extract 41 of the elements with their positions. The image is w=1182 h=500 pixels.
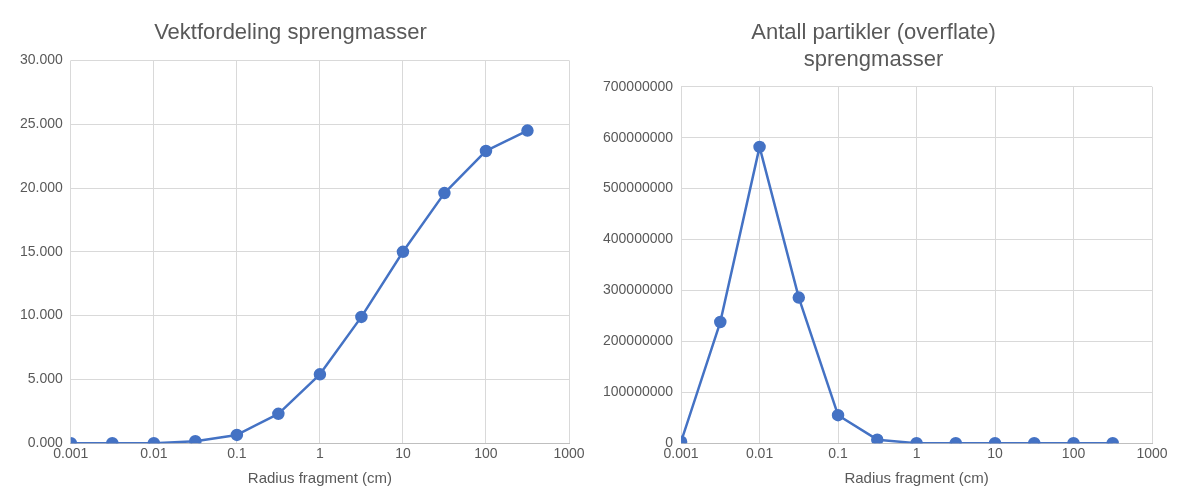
x-tick-label: 0.1: [828, 445, 848, 462]
x-tick-label: 0.01: [745, 445, 774, 462]
y-tick-label: 25.000: [19, 115, 64, 132]
x-tick-label: 100: [1061, 445, 1086, 462]
chart-title: Antall partikler (overflate) sprengmasser: [751, 19, 996, 71]
point: [521, 124, 534, 137]
y-tick-label: 5.000: [27, 370, 64, 387]
y-tick-label: 30.000: [19, 51, 64, 68]
point: [792, 291, 806, 304]
point: [753, 140, 766, 154]
point: [396, 245, 410, 259]
x-tick-label: 1000: [553, 445, 585, 462]
point: [714, 315, 727, 329]
y-tick-label: 20.000: [19, 178, 64, 195]
x-tick-label: 1: [912, 445, 921, 462]
point: [313, 368, 327, 381]
point: [479, 144, 493, 158]
y-tick-label: 600000000: [603, 128, 674, 145]
x-tick-label: 0.1: [227, 445, 247, 462]
point: [871, 433, 884, 444]
x-tick-label: 10: [987, 445, 1004, 462]
y-tick-label: 300000000: [603, 281, 674, 298]
point: [355, 310, 368, 324]
y-tick-label: 400000000: [603, 230, 674, 247]
x-tick-label: 0.01: [140, 445, 168, 462]
x-axis-title: Radius fragment (cm): [247, 469, 393, 487]
chart-title: Vektfordeling sprengmasser: [154, 19, 427, 45]
y-tick-label: 10.000: [19, 306, 64, 323]
point: [438, 186, 451, 200]
x-tick-label: 10: [395, 445, 411, 462]
y-tick-label: 700000000: [603, 77, 674, 94]
x-tick-label: 100: [474, 445, 498, 462]
point: [272, 407, 285, 421]
point: [230, 428, 244, 442]
x-axis-title: Radius fragment (cm): [844, 469, 989, 487]
y-tick-label: 200000000: [603, 332, 674, 349]
x-tick-label: 1: [316, 445, 325, 462]
y-tick-label: 100000000: [603, 383, 674, 400]
y-tick-label: 15.000: [19, 242, 64, 259]
y-tick-label: 500000000: [603, 179, 674, 196]
x-tick-label: 1000: [1136, 445, 1168, 462]
